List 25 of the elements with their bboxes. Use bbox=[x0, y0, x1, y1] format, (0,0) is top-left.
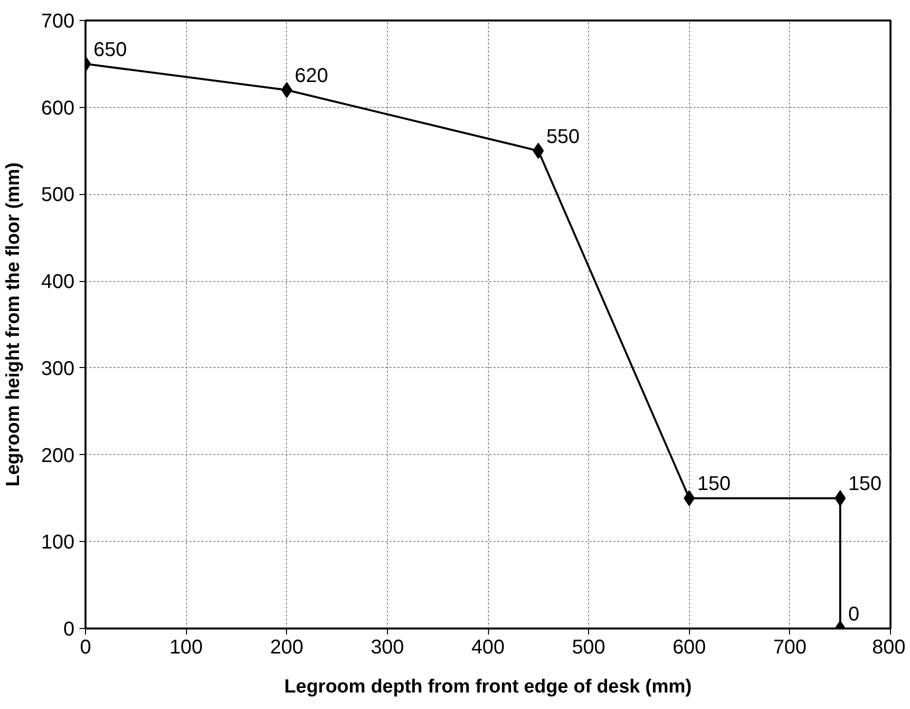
y-tick-label: 700 bbox=[41, 10, 75, 32]
data-label: 150 bbox=[848, 473, 882, 496]
data-label: 150 bbox=[697, 473, 731, 496]
data-label: 650 bbox=[94, 38, 127, 61]
y-tick-label: 0 bbox=[63, 618, 74, 640]
x-tick-label: 100 bbox=[169, 636, 203, 658]
y-tick-label: 500 bbox=[41, 184, 75, 206]
x-tick-label: 0 bbox=[80, 636, 92, 658]
x-tick-label: 400 bbox=[471, 636, 505, 658]
x-axis-title: Legroom depth from front edge of desk (mm) bbox=[284, 676, 692, 698]
x-tick-label: 200 bbox=[270, 636, 304, 658]
x-tick-label: 300 bbox=[370, 636, 404, 658]
y-tick-label: 400 bbox=[41, 271, 75, 294]
y-tick-label: 600 bbox=[41, 97, 75, 120]
x-tick-label: 800 bbox=[872, 636, 906, 658]
data-label: 620 bbox=[294, 64, 328, 87]
data-label: 0 bbox=[848, 604, 860, 626]
y-axis-title: Legroom height from the floor (mm) bbox=[3, 162, 24, 487]
y-tick-label: 200 bbox=[41, 444, 75, 467]
x-tick-label: 500 bbox=[572, 636, 606, 658]
y-tick-label: 100 bbox=[41, 532, 75, 554]
x-tick-label: 600 bbox=[672, 636, 706, 658]
data-label: 550 bbox=[546, 126, 580, 148]
y-tick-label: 300 bbox=[41, 358, 75, 380]
x-tick-label: 700 bbox=[773, 636, 807, 658]
